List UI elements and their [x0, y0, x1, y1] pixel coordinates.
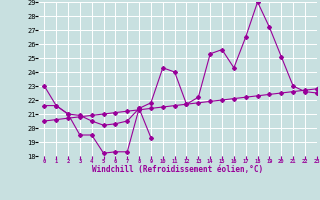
X-axis label: Windchill (Refroidissement éolien,°C): Windchill (Refroidissement éolien,°C)	[92, 165, 263, 174]
